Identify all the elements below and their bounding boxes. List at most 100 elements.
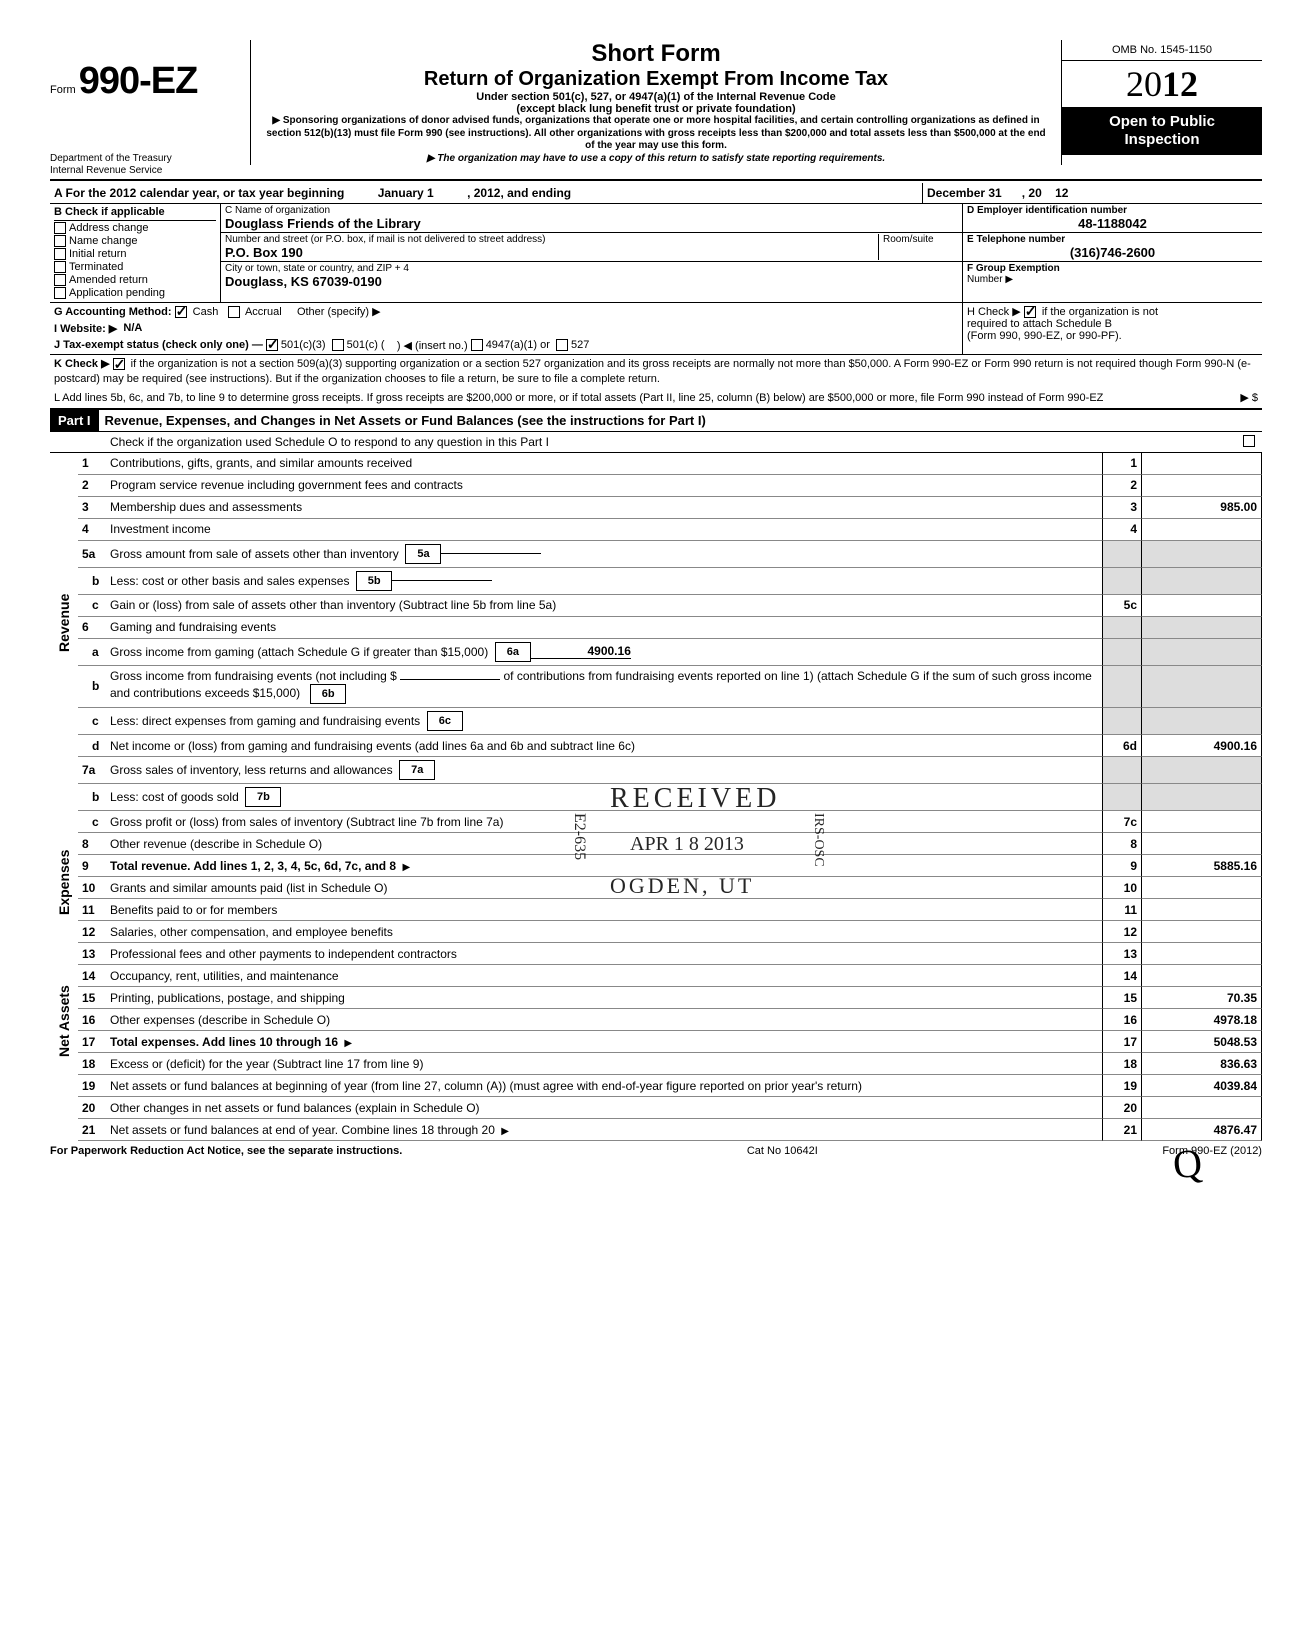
line-16-rnum: 16 bbox=[1102, 1009, 1142, 1031]
cb-label-amended: Amended return bbox=[69, 274, 148, 286]
checkbox-address-change[interactable] bbox=[54, 222, 66, 234]
line-3-num: 3 bbox=[78, 497, 106, 519]
line-6d-num: d bbox=[78, 735, 106, 757]
j-label: J Tax-exempt status (check only one) — bbox=[54, 339, 263, 352]
row-g: G Accounting Method: Cash Accrual Other … bbox=[50, 303, 962, 320]
row-j: J Tax-exempt status (check only one) — 5… bbox=[50, 337, 962, 354]
form-prefix: Form bbox=[50, 84, 76, 96]
line-6b-shaded bbox=[1102, 666, 1142, 709]
line-18-amt: 836.63 bbox=[1142, 1053, 1262, 1075]
year-bold: 12 bbox=[1162, 64, 1198, 104]
line-14-text: Occupancy, rent, utilities, and maintena… bbox=[110, 969, 339, 983]
line-18-num: 18 bbox=[78, 1053, 106, 1075]
line-17-amt: 5048.53 bbox=[1142, 1031, 1262, 1053]
cb-label-name: Name change bbox=[69, 235, 138, 247]
sec-a-label: A For the 2012 calendar year, or tax yea… bbox=[54, 186, 344, 200]
j-insert: ) ◀ (insert no.) bbox=[397, 339, 468, 352]
form-number: 990-EZ bbox=[79, 60, 198, 102]
h-text-1: if the organization is not bbox=[1042, 306, 1158, 318]
line-6a-boxamt: 4900.16 bbox=[531, 644, 631, 659]
checkbox-initial-return[interactable] bbox=[54, 248, 66, 260]
line-7a-shaded-amt bbox=[1142, 757, 1262, 784]
line-2-text: Program service revenue including govern… bbox=[110, 478, 463, 492]
checkbox-527[interactable] bbox=[556, 339, 568, 351]
line-6b-shaded-amt bbox=[1142, 666, 1262, 709]
city-value: Douglass, KS 67039-0190 bbox=[225, 274, 958, 289]
checkbox-cash[interactable] bbox=[175, 306, 187, 318]
line-11-rnum: 11 bbox=[1102, 899, 1142, 921]
line-19-amt: 4039.84 bbox=[1142, 1075, 1262, 1097]
section-a: A For the 2012 calendar year, or tax yea… bbox=[50, 183, 1262, 204]
open-line-2: Inspection bbox=[1064, 131, 1260, 149]
part-1-grid: RECEIVED E2-635 APR 1 8 2013 IRS-OSC OGD… bbox=[50, 453, 1262, 1142]
checkbox-name-change[interactable] bbox=[54, 235, 66, 247]
row-l: L Add lines 5b, 6c, and 7b, to line 9 to… bbox=[50, 389, 1262, 409]
line-7c-num: c bbox=[78, 811, 106, 833]
checkbox-amended[interactable] bbox=[54, 274, 66, 286]
checkbox-k[interactable] bbox=[113, 358, 125, 370]
line-7b-box: 7b bbox=[245, 787, 281, 807]
stamp-date: APR 1 8 2013 bbox=[630, 833, 744, 856]
checkbox-h[interactable] bbox=[1024, 306, 1036, 318]
col-c: C Name of organization Douglass Friends … bbox=[220, 204, 962, 302]
omb-number: OMB No. 1545-1150 bbox=[1062, 40, 1262, 61]
k-label: K Check ▶ bbox=[54, 358, 110, 370]
line-12-num: 12 bbox=[78, 921, 106, 943]
line-9-num: 9 bbox=[78, 855, 106, 877]
line-1-num: 1 bbox=[78, 453, 106, 475]
form-header: Form 990-EZ Department of the Treasury I… bbox=[50, 40, 1262, 177]
room-label: Room/suite bbox=[883, 234, 958, 245]
line-15-rnum: 15 bbox=[1102, 987, 1142, 1009]
line-7b-shaded-amt bbox=[1142, 784, 1262, 811]
line-5a-box: 5a bbox=[405, 544, 441, 564]
checkbox-pending[interactable] bbox=[54, 287, 66, 299]
part-1-label: Part I bbox=[50, 410, 99, 431]
line-15-num: 15 bbox=[78, 987, 106, 1009]
line-13-text: Professional fees and other payments to … bbox=[110, 947, 457, 961]
cash-label: Cash bbox=[193, 306, 219, 318]
part-1-check: Check if the organization used Schedule … bbox=[50, 432, 1262, 453]
checkbox-schedule-o[interactable] bbox=[1243, 435, 1255, 447]
sec-a-endyr: 12 bbox=[1055, 186, 1068, 200]
l-tail: ▶ $ bbox=[1118, 391, 1258, 406]
line-3-amt: 985.00 bbox=[1142, 497, 1262, 519]
line-3-rnum: 3 bbox=[1102, 497, 1142, 519]
checkbox-501c[interactable] bbox=[332, 339, 344, 351]
line-11-text: Benefits paid to or for members bbox=[110, 903, 277, 917]
line-15-text: Printing, publications, postage, and shi… bbox=[110, 991, 345, 1005]
subtitle-1: Under section 501(c), 527, or 4947(a)(1)… bbox=[261, 91, 1051, 103]
title-box: Short Form Return of Organization Exempt… bbox=[250, 40, 1062, 165]
city-label: City or town, state or country, and ZIP … bbox=[225, 263, 958, 274]
j-501c3: 501(c)(3) bbox=[281, 339, 326, 352]
line-20-amt bbox=[1142, 1097, 1262, 1119]
line-4-text: Investment income bbox=[110, 522, 211, 536]
line-19-num: 19 bbox=[78, 1075, 106, 1097]
line-6-shaded-amt bbox=[1142, 617, 1262, 639]
l-text: L Add lines 5b, 6c, and 7b, to line 9 to… bbox=[54, 391, 1118, 406]
checkbox-terminated[interactable] bbox=[54, 261, 66, 273]
i-label: I Website: ▶ bbox=[54, 322, 117, 335]
line-6a-box: 6a bbox=[495, 642, 531, 662]
checkbox-4947[interactable] bbox=[471, 339, 483, 351]
checkbox-501c3[interactable] bbox=[266, 339, 278, 351]
line-6-text: Gaming and fundraising events bbox=[110, 620, 276, 634]
line-21-amt: 4876.47 bbox=[1142, 1119, 1262, 1141]
line-7a-box: 7a bbox=[399, 760, 435, 780]
ein-value: 48-1188042 bbox=[967, 216, 1258, 231]
line-6a-shaded-amt bbox=[1142, 639, 1262, 666]
line-10-rnum: 10 bbox=[1102, 877, 1142, 899]
line-5a-boxamt bbox=[441, 553, 541, 554]
line-6b-box: 6b bbox=[310, 684, 346, 704]
subtitle-2: (except black lung benefit trust or priv… bbox=[261, 103, 1051, 115]
line-5b-text: Less: cost or other basis and sales expe… bbox=[110, 574, 349, 588]
accrual-label: Accrual bbox=[245, 306, 282, 318]
h-text-3: (Form 990, 990-EZ, or 990-PF). bbox=[967, 330, 1122, 342]
cb-label-pending: Application pending bbox=[69, 287, 165, 299]
line-6-num: 6 bbox=[78, 617, 106, 639]
line-1-rnum: 1 bbox=[1102, 453, 1142, 475]
grp-number-label: Number ▶ bbox=[967, 274, 1258, 285]
line-9-rnum: 9 bbox=[1102, 855, 1142, 877]
col-d: D Employer identification number 48-1188… bbox=[962, 204, 1262, 302]
line-21-text: Net assets or fund balances at end of ye… bbox=[110, 1123, 495, 1137]
checkbox-accrual[interactable] bbox=[228, 306, 240, 318]
